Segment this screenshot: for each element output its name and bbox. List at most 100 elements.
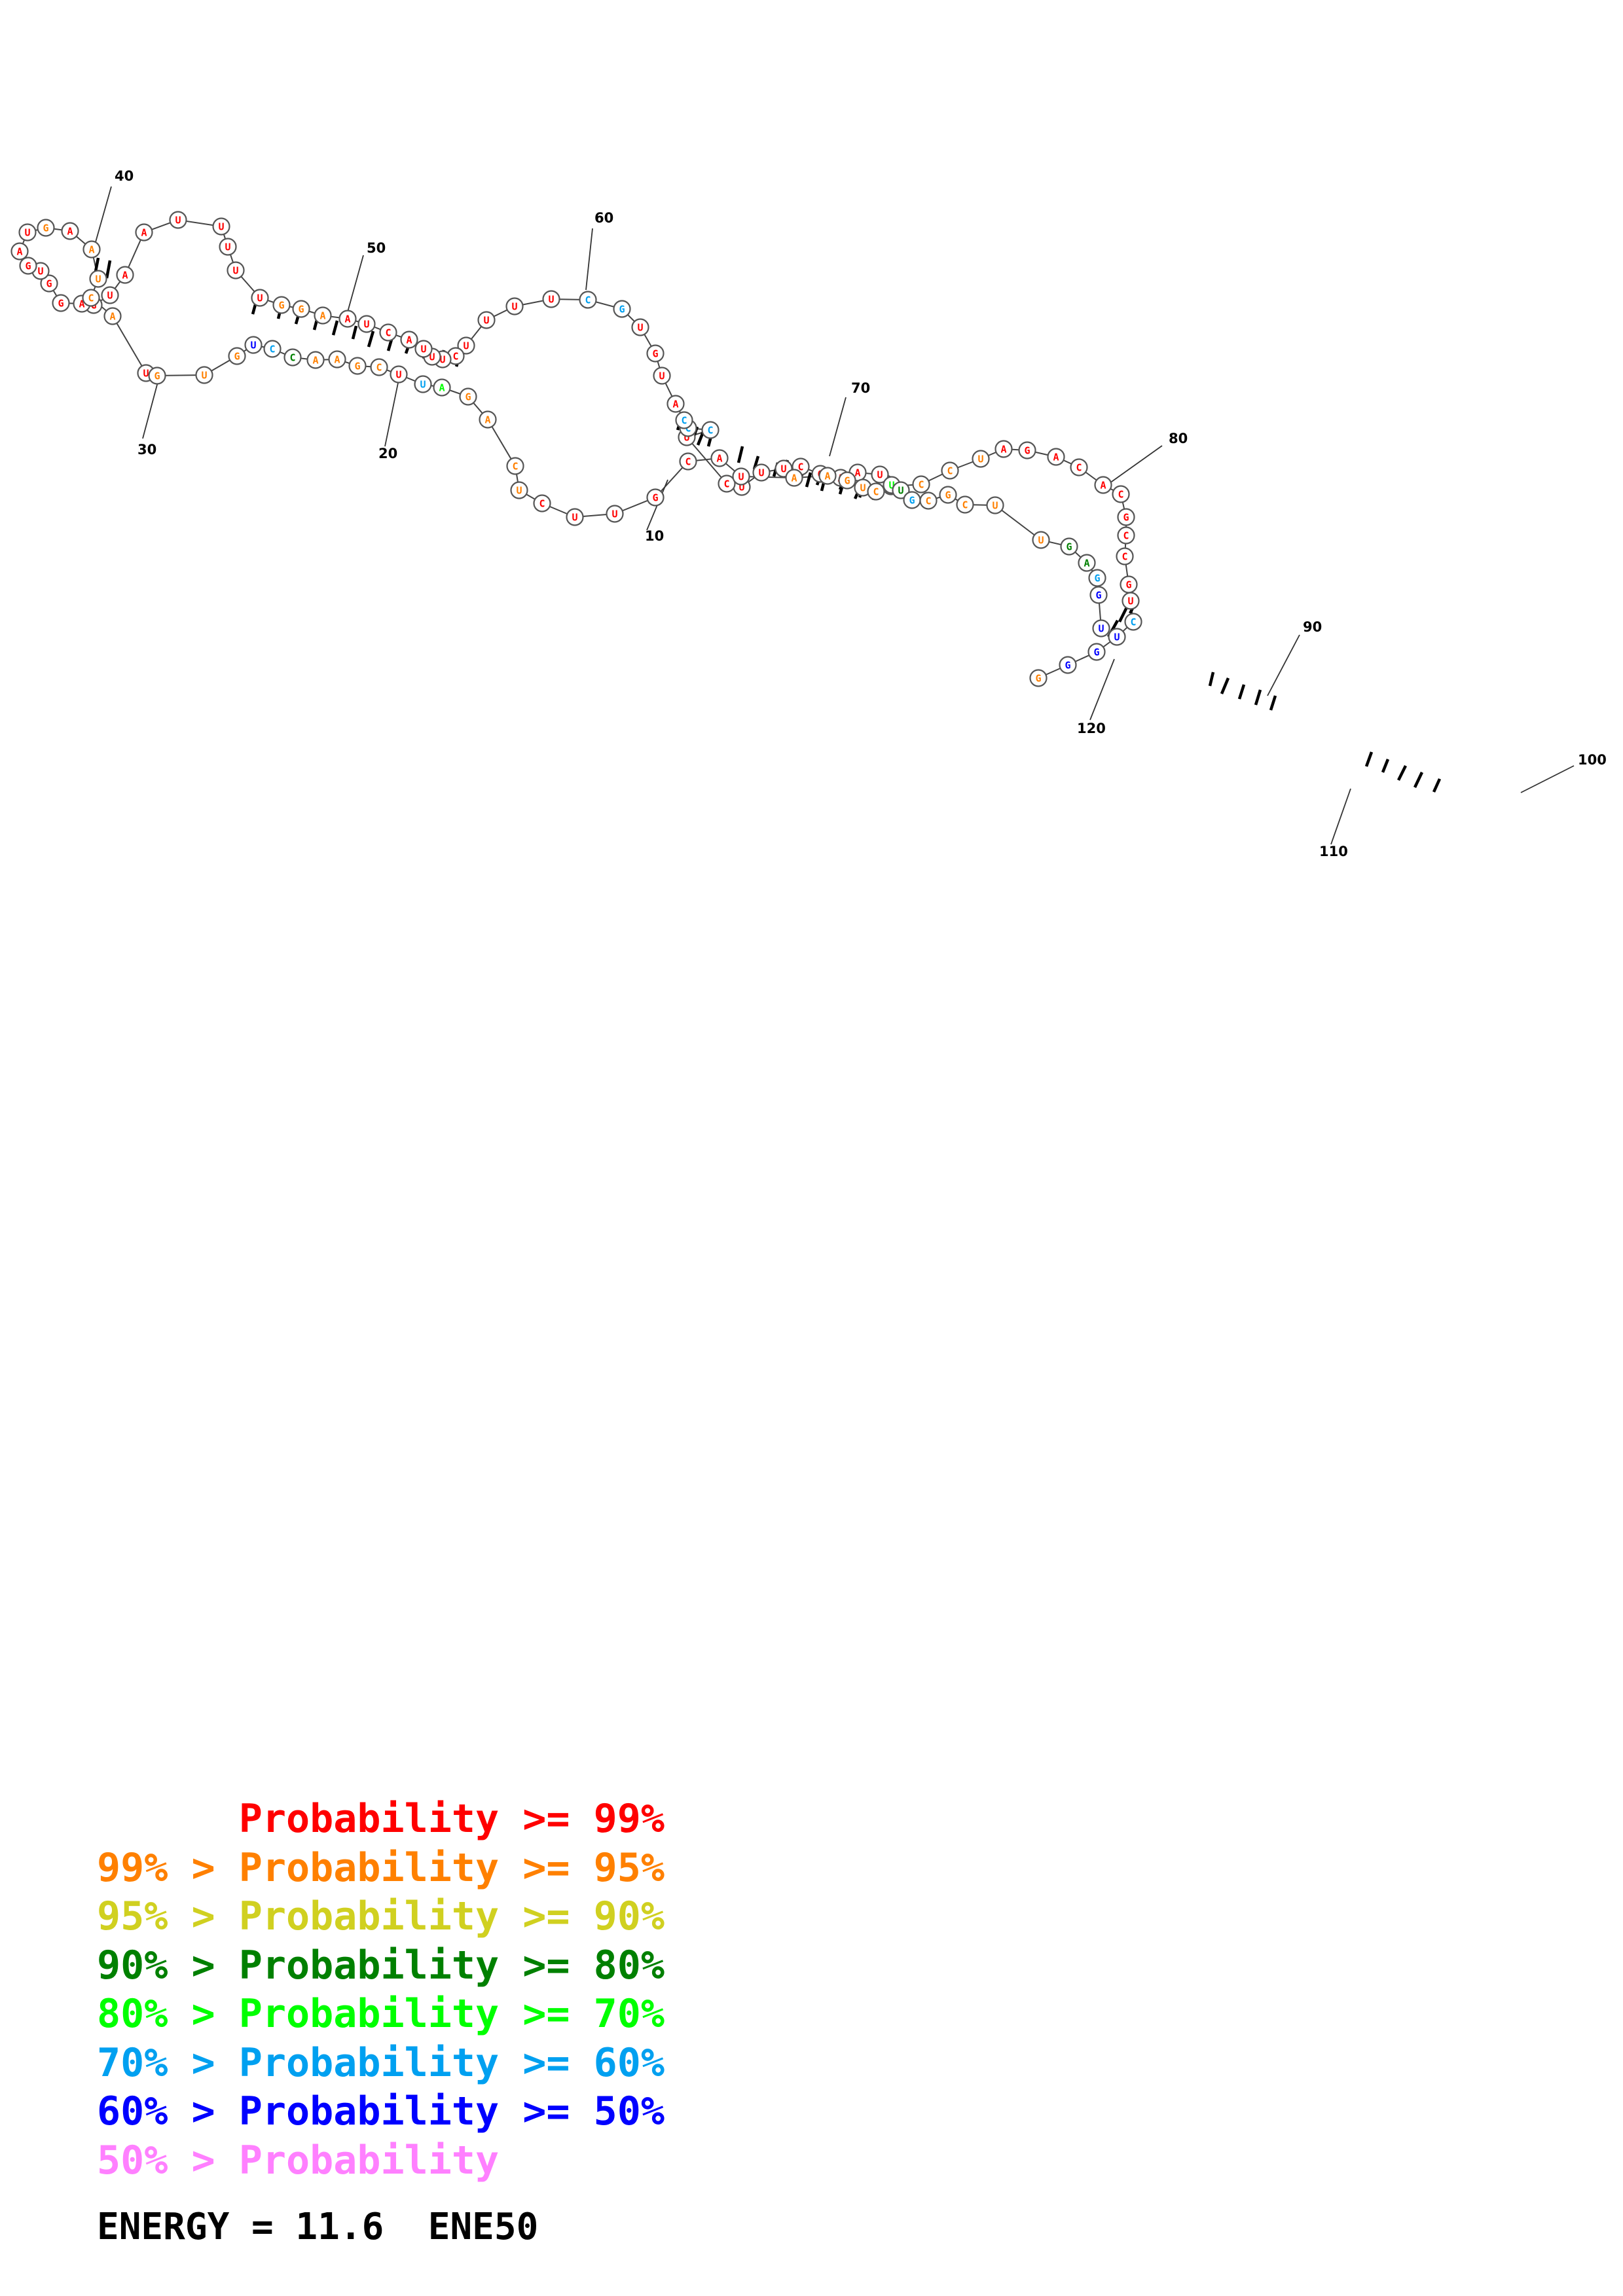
nucleotide: G: [646, 488, 665, 507]
svg-text:U: U: [201, 370, 207, 382]
nucleotide: G: [37, 219, 55, 237]
nucleotide: U: [101, 286, 119, 304]
nucleotide: A: [306, 351, 325, 369]
nucleotide: G: [459, 387, 477, 406]
nucleotide: A: [666, 395, 685, 413]
svg-text:A: A: [716, 453, 722, 465]
nucleotide: U: [414, 340, 433, 358]
legend-row: 99% > Probability >= 95%: [97, 1844, 665, 1893]
position-tick: [829, 397, 847, 457]
svg-text:G: G: [25, 260, 31, 272]
legend-text: Probability >= 50%: [238, 2089, 665, 2134]
nucleotide: U: [477, 311, 496, 329]
nucleotide: C: [956, 495, 974, 514]
svg-text:G: G: [154, 370, 160, 382]
nucleotide: G: [228, 347, 246, 365]
position-label: 60: [594, 210, 613, 226]
nucleotide: C: [718, 475, 736, 493]
nucleotide: A: [479, 410, 497, 429]
svg-text:U: U: [24, 227, 30, 239]
svg-text:G: G: [652, 492, 658, 504]
position-label: 110: [1319, 844, 1348, 859]
svg-text:U: U: [175, 215, 181, 226]
svg-text:C: C: [289, 352, 295, 364]
position-tick: [346, 255, 364, 315]
svg-text:C: C: [918, 479, 924, 491]
nucleotide: U: [1122, 592, 1140, 610]
nucleotide: C: [919, 492, 938, 510]
nucleotide: A: [1094, 476, 1112, 494]
nucleotide: A: [314, 306, 332, 325]
svg-text:U: U: [992, 500, 998, 512]
probability-legend: Probability >= 99% 99% > Probability >= 9…: [97, 1795, 665, 2185]
nucleotide: G: [1089, 586, 1108, 604]
svg-text:A: A: [122, 270, 128, 281]
base-pairs: [93, 257, 1442, 793]
legend-row: 95% > Probability >= 90%: [97, 1892, 665, 1941]
svg-text:U: U: [420, 344, 426, 355]
svg-text:A: A: [88, 244, 94, 256]
base-pair-line: [367, 331, 375, 348]
base-pair-line: [1269, 695, 1277, 711]
svg-text:U: U: [439, 354, 445, 366]
nucleotide: C: [283, 348, 302, 367]
base-pair-line: [1237, 684, 1246, 700]
nucleotide: U: [653, 367, 671, 385]
nucleotide: U: [732, 467, 750, 486]
svg-text:G: G: [1066, 541, 1072, 553]
svg-text:G: G: [58, 298, 64, 310]
legend-text: Probability >= 99%: [238, 1796, 665, 1842]
nucleotide: C: [1070, 458, 1088, 476]
position-tick: [1089, 658, 1115, 721]
position-label: 120: [1077, 721, 1106, 736]
nucleotide: C: [1116, 547, 1134, 565]
svg-text:C: C: [685, 423, 691, 435]
base-pair-line: [1254, 689, 1262, 706]
svg-text:U: U: [780, 463, 786, 475]
nucleotide: U: [1032, 531, 1050, 549]
position-tick: [1109, 445, 1163, 484]
svg-text:A: A: [67, 226, 73, 238]
nucleotide: C: [912, 475, 930, 493]
nucleotide: U: [227, 261, 245, 279]
legend-prefix: [97, 1796, 239, 1842]
svg-text:G: G: [298, 304, 304, 315]
svg-text:C: C: [947, 465, 953, 477]
nucleotide: G: [1018, 441, 1036, 459]
nucleotide: U: [457, 336, 475, 355]
position-tick: [585, 228, 593, 291]
svg-text:C: C: [1130, 617, 1136, 628]
svg-text:C: C: [707, 425, 713, 437]
nucleotide: C: [701, 421, 720, 439]
svg-text:C: C: [962, 499, 968, 511]
svg-text:U: U: [877, 469, 883, 481]
svg-text:G: G: [1065, 660, 1070, 672]
legend-prefix: 60% >: [97, 2089, 239, 2134]
nucleotide: G: [1117, 508, 1135, 526]
svg-text:A: A: [79, 298, 84, 310]
legend-row: 70% > Probability >= 60%: [97, 2039, 665, 2088]
nucleotide: G: [40, 274, 58, 293]
nucleotide: C: [1117, 526, 1135, 545]
nucleotide: G: [1029, 669, 1048, 687]
svg-text:U: U: [225, 242, 230, 253]
svg-text:U: U: [637, 322, 643, 334]
svg-text:A: A: [672, 399, 678, 410]
nucleotide: A: [328, 350, 346, 368]
position-label: 50: [367, 240, 386, 256]
nucleotide: C: [379, 323, 397, 342]
nucleotide: G: [348, 357, 367, 375]
svg-text:A: A: [1053, 452, 1059, 463]
nucleotide: C: [370, 358, 388, 376]
base-pair-line: [351, 325, 358, 340]
svg-text:G: G: [278, 300, 284, 312]
nucleotide: U: [510, 481, 528, 499]
base-pair-line: [805, 472, 812, 488]
nucleotide: G: [1088, 569, 1106, 587]
svg-text:U: U: [572, 512, 577, 524]
svg-text:A: A: [406, 334, 412, 346]
base-pair-line: [737, 446, 744, 463]
svg-text:C: C: [1122, 551, 1127, 563]
legend-row: 50% > Probability: [97, 2136, 665, 2185]
nucleotide: U: [972, 450, 990, 468]
